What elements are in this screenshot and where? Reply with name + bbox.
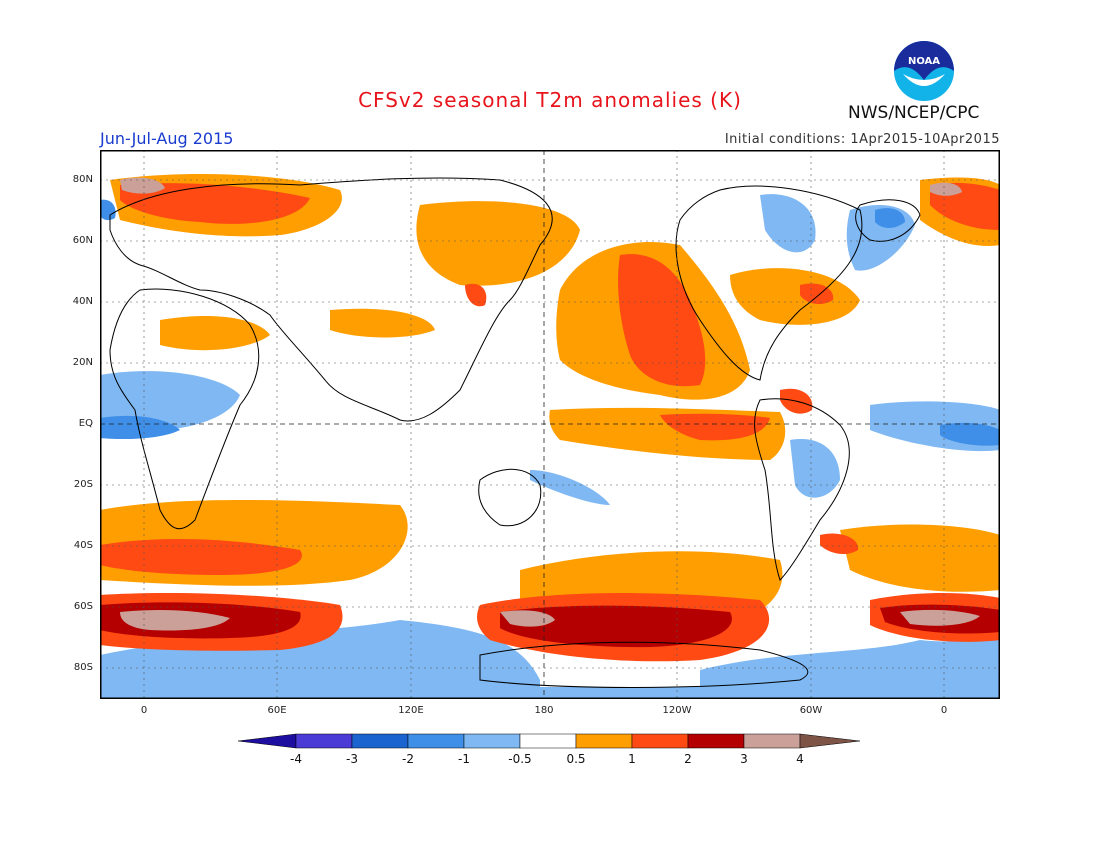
lat-label: 40N bbox=[72, 296, 93, 307]
colorbar-segment bbox=[519, 733, 577, 749]
colorbar-segment bbox=[743, 733, 801, 749]
colorbar-segment bbox=[575, 733, 633, 749]
colorbar-label: -3 bbox=[346, 752, 358, 766]
period-label: Jun-Jul-Aug 2015 bbox=[100, 129, 234, 148]
map-frame bbox=[100, 150, 1000, 699]
lat-label: 80S bbox=[73, 662, 93, 673]
colorbar-label: 4 bbox=[796, 752, 804, 766]
colorbar-label: -1 bbox=[458, 752, 470, 766]
colorbar-segment bbox=[238, 733, 297, 749]
colorbar-label: 1 bbox=[628, 752, 636, 766]
graticule bbox=[100, 150, 1000, 699]
colorbar-segment bbox=[351, 733, 409, 749]
colorbar-label: -2 bbox=[402, 752, 414, 766]
logo-text: NOAA bbox=[908, 56, 940, 67]
lat-label: 80N bbox=[72, 174, 93, 185]
lat-label: EQ bbox=[78, 418, 93, 429]
colorbar bbox=[238, 733, 861, 749]
lon-label: 120E bbox=[398, 705, 424, 716]
colorbar-segment bbox=[687, 733, 745, 749]
colorbar-segment bbox=[463, 733, 521, 749]
lon-label: 0 bbox=[140, 705, 148, 716]
lat-label: 20N bbox=[72, 357, 93, 368]
lat-label: 60S bbox=[73, 601, 93, 612]
colorbar-segment bbox=[799, 733, 861, 749]
lon-label: 60W bbox=[799, 705, 823, 716]
equator-dateline bbox=[100, 150, 1000, 699]
initial-conditions-label: Initial conditions: 1Apr2015-10Apr2015 bbox=[724, 132, 1000, 147]
map-title: CFSv2 seasonal T2m anomalies (K) bbox=[358, 88, 742, 112]
colorbar-label: -4 bbox=[290, 752, 302, 766]
lon-label: 120W bbox=[662, 705, 692, 716]
colorbar-label: 2 bbox=[684, 752, 692, 766]
noaa-logo-icon: NOAA bbox=[894, 41, 954, 101]
anomaly-map bbox=[100, 150, 1000, 699]
lon-label: 60E bbox=[267, 705, 287, 716]
colorbar-segment bbox=[295, 733, 353, 749]
agency-label: NWS/NCEP/CPC bbox=[848, 103, 980, 123]
lat-label: 20S bbox=[73, 479, 93, 490]
colorbar-label: 3 bbox=[740, 752, 748, 766]
colorbar-label: 0.5 bbox=[566, 752, 586, 766]
lon-label: 180 bbox=[534, 705, 554, 716]
colorbar-segment bbox=[407, 733, 465, 749]
colorbar-label: -0.5 bbox=[508, 752, 532, 766]
lat-label: 60N bbox=[72, 235, 93, 246]
lat-label: 40S bbox=[73, 540, 93, 551]
colorbar-segment bbox=[631, 733, 689, 749]
lon-label: 0 bbox=[940, 705, 948, 716]
